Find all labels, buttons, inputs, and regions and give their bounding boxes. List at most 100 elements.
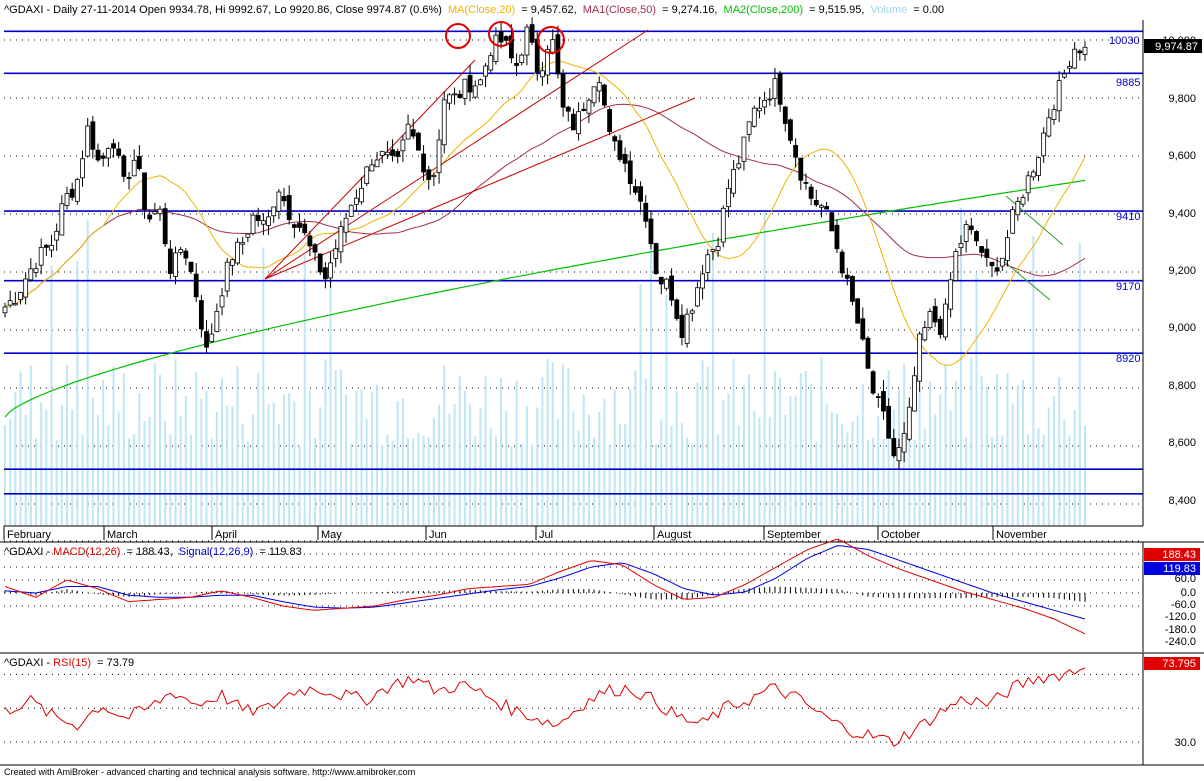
candle-body (286, 195, 292, 221)
candle-body (198, 300, 204, 330)
candle-body (462, 78, 468, 99)
level-labels: 10030 9885 9410 9170 8920 (1109, 35, 1140, 365)
candle-body (1061, 73, 1067, 78)
candle-body (28, 268, 34, 281)
candle-body (291, 224, 297, 228)
volume-bar (629, 388, 632, 526)
volume-bar (562, 364, 565, 526)
candle-body (695, 287, 700, 307)
volume-bar (303, 254, 306, 527)
candle-body (700, 273, 706, 289)
candle-body (178, 249, 184, 253)
candle-body (767, 98, 773, 101)
volume-bar (851, 421, 854, 526)
candle-body (266, 216, 271, 226)
candle-body (85, 125, 91, 157)
volume-bar (1052, 396, 1055, 526)
volume-bar (4, 425, 6, 526)
candle-body (7, 300, 13, 306)
volume-bar (474, 436, 477, 526)
volume-bar (959, 207, 962, 526)
volume-bar (996, 374, 999, 526)
candle-body (276, 191, 282, 212)
candle-body (689, 310, 695, 314)
volume-bar (407, 437, 410, 526)
volume-bar (861, 384, 864, 526)
candle-body (69, 188, 75, 198)
ma200-line (4, 179, 1086, 418)
volume-bar (624, 424, 627, 526)
candle-body (250, 214, 256, 235)
candle-body (59, 203, 65, 236)
volume-bar (1042, 435, 1045, 526)
rsi-tick-30: 30.0 (1175, 737, 1196, 749)
candle-body (1025, 175, 1031, 194)
candle-body (235, 241, 240, 264)
volume-bar (949, 410, 952, 526)
volume-bar (670, 425, 673, 526)
volume-bar (174, 359, 177, 526)
rsi-value: = 73.79 (97, 657, 134, 669)
volume-bar (262, 247, 265, 527)
rsi-header: ^GDAXI - RSI(15) = 73.79 (4, 657, 134, 669)
volume-bar (60, 404, 63, 526)
candle-body (173, 252, 178, 277)
candle-body (844, 274, 850, 279)
volume-bar (272, 402, 275, 526)
volume-bar (758, 417, 761, 526)
volume-bar (453, 404, 456, 526)
ma20-line (4, 60, 1086, 366)
candle-body (100, 155, 106, 159)
candle-body (529, 24, 535, 43)
candle-body (157, 208, 163, 215)
candle-body (452, 93, 457, 96)
candle-body (638, 186, 643, 202)
volume-bar (1001, 435, 1004, 526)
volume-bar (696, 382, 699, 526)
volume-bar (283, 394, 286, 526)
candle-body (260, 220, 266, 225)
volume-bar (148, 417, 151, 526)
volume-bar (825, 403, 828, 526)
volume-bar (1027, 433, 1030, 526)
volume-bar (9, 418, 12, 526)
candle-body (95, 149, 101, 161)
candle-body (509, 35, 514, 59)
volume-bar (97, 414, 100, 526)
candle-body (421, 153, 426, 173)
volume-bar (500, 377, 503, 526)
volume-bar (520, 443, 523, 526)
trendline-mid (264, 29, 649, 280)
volume-bar (970, 358, 973, 526)
candle-body (581, 108, 587, 111)
candle-body (1010, 209, 1016, 234)
volume-bar (314, 438, 317, 526)
macd-header: ^GDAXI - MACD(12,26) = 188.43, Signal(12… (4, 546, 302, 558)
volume-bar (200, 398, 203, 526)
y-tick-9000: 9,000 (1168, 322, 1196, 334)
volume-bar (763, 210, 766, 527)
volume-bar (463, 390, 466, 526)
candle-body (307, 235, 313, 247)
top-marker-1 (445, 23, 471, 49)
month-nov: November (996, 529, 1047, 541)
ma50-label: MA1(Close,50) (583, 4, 656, 16)
volume-bar (376, 384, 379, 526)
volume-bar (143, 421, 146, 526)
volume-bar (918, 388, 921, 526)
volume-bar (469, 404, 472, 526)
candle-body (353, 197, 359, 205)
volume-bar (350, 444, 353, 526)
candle-body (834, 224, 840, 250)
volume-bar (551, 362, 554, 526)
candle-body (1067, 66, 1072, 69)
volume-bar (422, 435, 425, 526)
candle-body (467, 75, 473, 93)
volume-bar (1021, 380, 1024, 526)
candle-body (855, 298, 861, 324)
signal-value-tag (1144, 562, 1200, 575)
volume-bar (401, 398, 404, 526)
candle-body (870, 371, 876, 394)
volume-bar (686, 437, 689, 526)
candle-body (1005, 237, 1010, 261)
